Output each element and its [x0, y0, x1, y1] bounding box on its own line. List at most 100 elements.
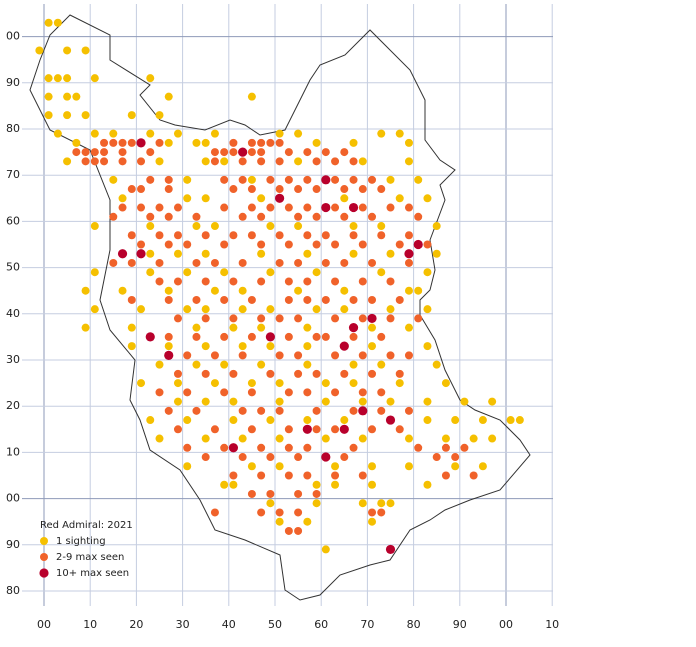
sighting-dot	[294, 129, 303, 138]
sighting-dot	[229, 148, 238, 157]
sighting-dot	[220, 240, 229, 249]
sighting-dot	[414, 212, 423, 221]
sighting-dot	[173, 129, 182, 138]
sighting-dot	[340, 148, 349, 157]
sighting-dot	[275, 138, 284, 147]
sighting-dot	[146, 249, 155, 258]
sighting-dot	[303, 416, 312, 425]
sighting-dot	[63, 157, 72, 166]
sighting-dot	[192, 406, 201, 415]
sighting-dot	[414, 175, 423, 184]
sighting-dot	[488, 397, 497, 406]
sighting-dot	[118, 138, 127, 147]
sighting-dot	[266, 489, 275, 498]
sighting-dot	[340, 194, 349, 203]
sighting-dot	[63, 74, 72, 83]
sighting-dot	[340, 286, 349, 295]
sighting-dot	[266, 305, 275, 314]
sighting-dot	[257, 148, 266, 157]
sighting-dot	[303, 295, 312, 304]
sighting-dot	[275, 157, 284, 166]
sighting-dot	[257, 240, 266, 249]
sighting-dot	[321, 231, 330, 240]
sighting-dot	[294, 489, 303, 498]
sighting-dot	[413, 239, 423, 250]
sighting-dot	[137, 157, 146, 166]
sighting-dot	[257, 277, 266, 286]
sighting-dot	[404, 286, 413, 295]
sighting-dot	[220, 295, 229, 304]
sighting-dot	[137, 305, 146, 314]
sighting-dot	[265, 332, 275, 342]
sighting-dot	[432, 249, 441, 258]
sighting-dot	[303, 277, 312, 286]
sighting-dot	[145, 332, 155, 342]
sighting-dot	[331, 480, 340, 489]
sighting-dot	[321, 434, 330, 443]
sighting-dot	[201, 397, 210, 406]
sighting-dot	[331, 277, 340, 286]
sighting-dot	[127, 342, 136, 351]
sighting-dot	[340, 305, 349, 314]
sighting-dot	[201, 369, 210, 378]
sighting-dot	[210, 379, 219, 388]
sighting-dot	[247, 175, 256, 184]
sighting-dot	[146, 212, 155, 221]
sighting-dot	[155, 111, 164, 120]
sighting-dot	[377, 388, 386, 397]
sighting-dot	[478, 416, 487, 425]
sighting-dot	[349, 332, 358, 341]
sighting-dot	[90, 74, 99, 83]
sighting-dot	[294, 157, 303, 166]
sighting-dot	[515, 416, 524, 425]
sighting-dot	[478, 462, 487, 471]
sighting-dot	[72, 92, 81, 101]
sighting-dot	[183, 268, 192, 277]
grid: 00 10 20 30 40 50 60 70 80 90 00 10 00 90 80 70 60 50 40 30…	[6, 4, 559, 631]
sighting-dot	[44, 74, 53, 83]
sighting-dot	[247, 489, 256, 498]
sighting-dot	[349, 295, 358, 304]
sighting-dot	[284, 277, 293, 286]
sighting-dot	[201, 342, 210, 351]
sighting-dot	[312, 138, 321, 147]
sighting-dot	[266, 138, 275, 147]
sighting-dot	[303, 342, 312, 351]
sighting-dot	[229, 397, 238, 406]
sighting-dot	[164, 406, 173, 415]
sighting-dot	[247, 203, 256, 212]
sighting-dot	[44, 92, 53, 101]
sighting-dot	[257, 314, 266, 323]
sighting-dot	[385, 415, 396, 425]
sighting-dot	[228, 443, 239, 453]
sighting-dot	[340, 212, 349, 221]
sighting-dot	[294, 526, 303, 535]
sighting-dot	[358, 351, 367, 360]
sighting-dot	[164, 350, 174, 360]
sighting-dot	[294, 258, 303, 267]
sighting-dot	[404, 406, 413, 415]
sighting-dot	[303, 471, 312, 480]
sighting-dot	[312, 157, 321, 166]
sighting-dot	[377, 499, 386, 508]
sighting-dot	[294, 185, 303, 194]
sighting-dot	[201, 194, 210, 203]
sighting-dot	[183, 240, 192, 249]
sighting-dot	[284, 295, 293, 304]
sighting-dot	[348, 323, 359, 333]
sighting-dot	[368, 342, 377, 351]
sighting-dot	[340, 369, 349, 378]
sighting-dot	[201, 434, 210, 443]
sighting-dot	[127, 295, 136, 304]
sighting-dot	[404, 138, 413, 147]
sighting-dot	[275, 351, 284, 360]
sighting-dot	[238, 406, 247, 415]
sighting-dot	[183, 351, 192, 360]
sighting-dot	[312, 480, 321, 489]
sighting-dot	[238, 212, 247, 221]
sighting-dot	[275, 517, 284, 526]
sighting-dot	[109, 212, 118, 221]
sighting-dot	[238, 434, 247, 443]
sighting-dot	[321, 379, 330, 388]
sighting-dot	[349, 406, 358, 415]
